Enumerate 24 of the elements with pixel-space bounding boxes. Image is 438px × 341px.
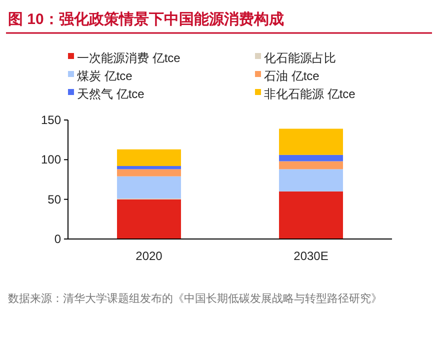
bar (279, 128, 343, 155)
y-tick-label: 50 (48, 192, 62, 206)
legend-label: 一次能源消费 亿tce (77, 51, 181, 65)
bar (117, 149, 181, 166)
x-tick-label: 2020 (136, 249, 163, 263)
y-tick-label: 150 (40, 113, 62, 127)
bar (279, 169, 343, 192)
bar (279, 161, 343, 170)
legend-label: 非化石能源 亿tce (264, 87, 356, 101)
source-note: 数据来源：清华大学课题组发布的《中国长期低碳发展战略与转型路径研究》 (8, 292, 382, 305)
bar (117, 176, 181, 199)
y-tick-label: 100 (40, 152, 62, 167)
legend-label: 化石能源占比 (264, 51, 336, 65)
legend-label: 煤炭 亿tce (77, 69, 133, 83)
chart-title: 图 10：强化政策情景下中国能源消费构成 (8, 11, 284, 28)
legend-label: 天然气 亿tce (77, 87, 145, 101)
bar (279, 191, 343, 239)
x-tick-label: 2030E (294, 249, 328, 263)
bar (117, 166, 181, 170)
bar (117, 199, 181, 239)
y-tick-label: 0 (54, 232, 62, 246)
legend-label: 石油 亿tce (264, 69, 320, 83)
bar (279, 154, 343, 162)
bar (117, 169, 181, 176)
